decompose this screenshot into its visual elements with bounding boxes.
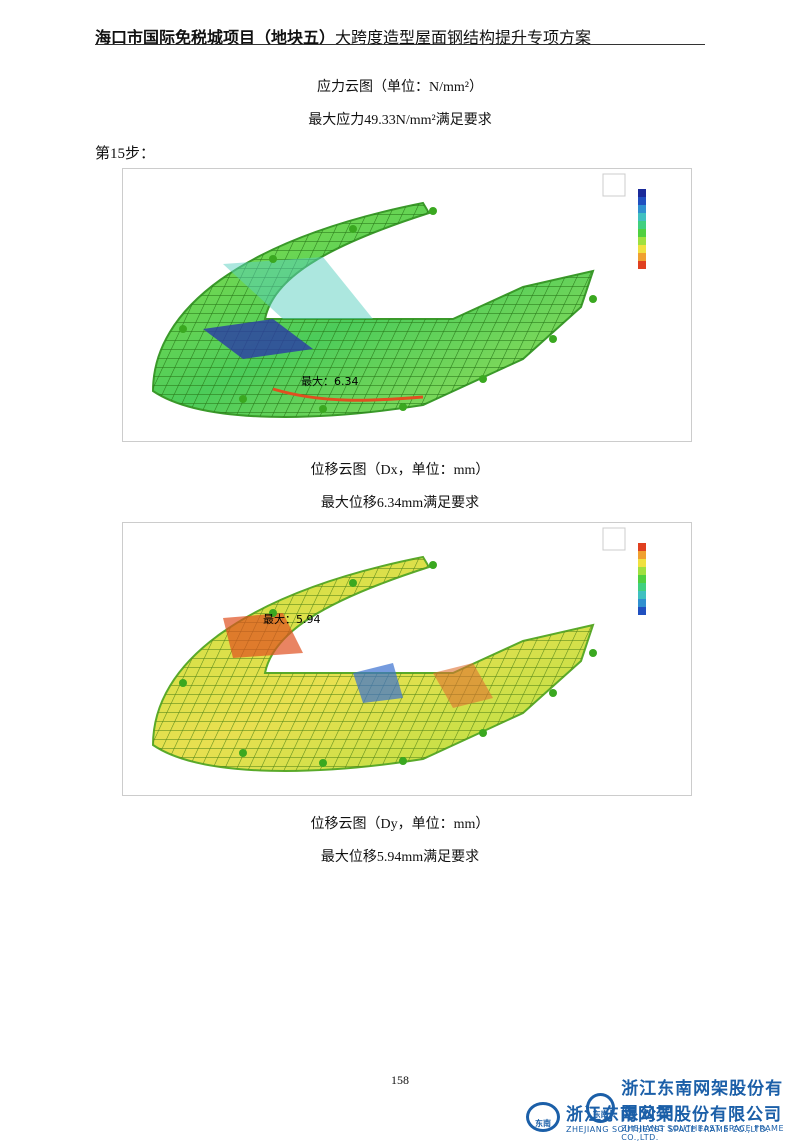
legend	[638, 543, 646, 615]
logo-mark: 东南	[586, 1093, 616, 1123]
note: 最大应力49.33N/mm²满足要求	[308, 113, 492, 128]
caption: 位移云图（Dx，单位：mm）	[310, 463, 490, 478]
step: 第15步：	[95, 146, 156, 162]
caption: 位移云图（Dy，单位：mm）	[310, 817, 490, 832]
zone	[223, 257, 373, 319]
logo-mark: 东南	[526, 1102, 560, 1132]
company-logo: 东南 浙江东南网架股份有限公司 ZHEJIANG SOUTHEAST SPACE …	[526, 1100, 782, 1134]
note: 最大位移5.94mm满足要求	[320, 850, 480, 865]
view-cube	[602, 173, 626, 197]
company-name: 浙江东南网架股份有限公司	[566, 1105, 782, 1125]
edge-zone	[272, 387, 424, 402]
grid	[153, 557, 593, 771]
view-cube	[602, 527, 626, 551]
caption: 应力云图（单位：N/mm²）	[317, 80, 483, 95]
grid	[153, 203, 593, 417]
note: 最大位移6.34mm满足要求	[320, 496, 480, 511]
header-title-bold: 海口市国际免税城项目（地块五）	[95, 28, 336, 47]
fea-image: 最大：5.94	[122, 522, 692, 796]
header: 海口市国际免税城项目（地块五）大跨度造型屋面钢结构提升专项方案	[95, 24, 591, 48]
max-zone	[203, 319, 313, 359]
zone	[353, 663, 403, 703]
fea-drawing: 最大：6.34	[151, 173, 646, 418]
zone	[433, 663, 493, 708]
max-label: 最大：6.34	[301, 374, 359, 388]
fea-drawing: 最大：5.94	[151, 527, 646, 772]
header-title: 大跨度造型屋面钢结构提升专项方案	[335, 30, 592, 47]
legend	[638, 189, 646, 269]
company-english: ZHEJIANG SOUTHEAST SPACE FRAME CO.,LTD.	[566, 1125, 770, 1134]
max-zone	[223, 613, 303, 658]
supports	[179, 561, 597, 767]
max-label: 最大：5.94	[263, 612, 321, 626]
page-number: 158	[391, 1073, 409, 1087]
supports	[179, 207, 597, 413]
company-name: 浙江东南网架股份有限公司	[621, 1079, 784, 1124]
fea-image: 最大：6.34	[122, 168, 692, 442]
header-rule	[95, 44, 705, 45]
